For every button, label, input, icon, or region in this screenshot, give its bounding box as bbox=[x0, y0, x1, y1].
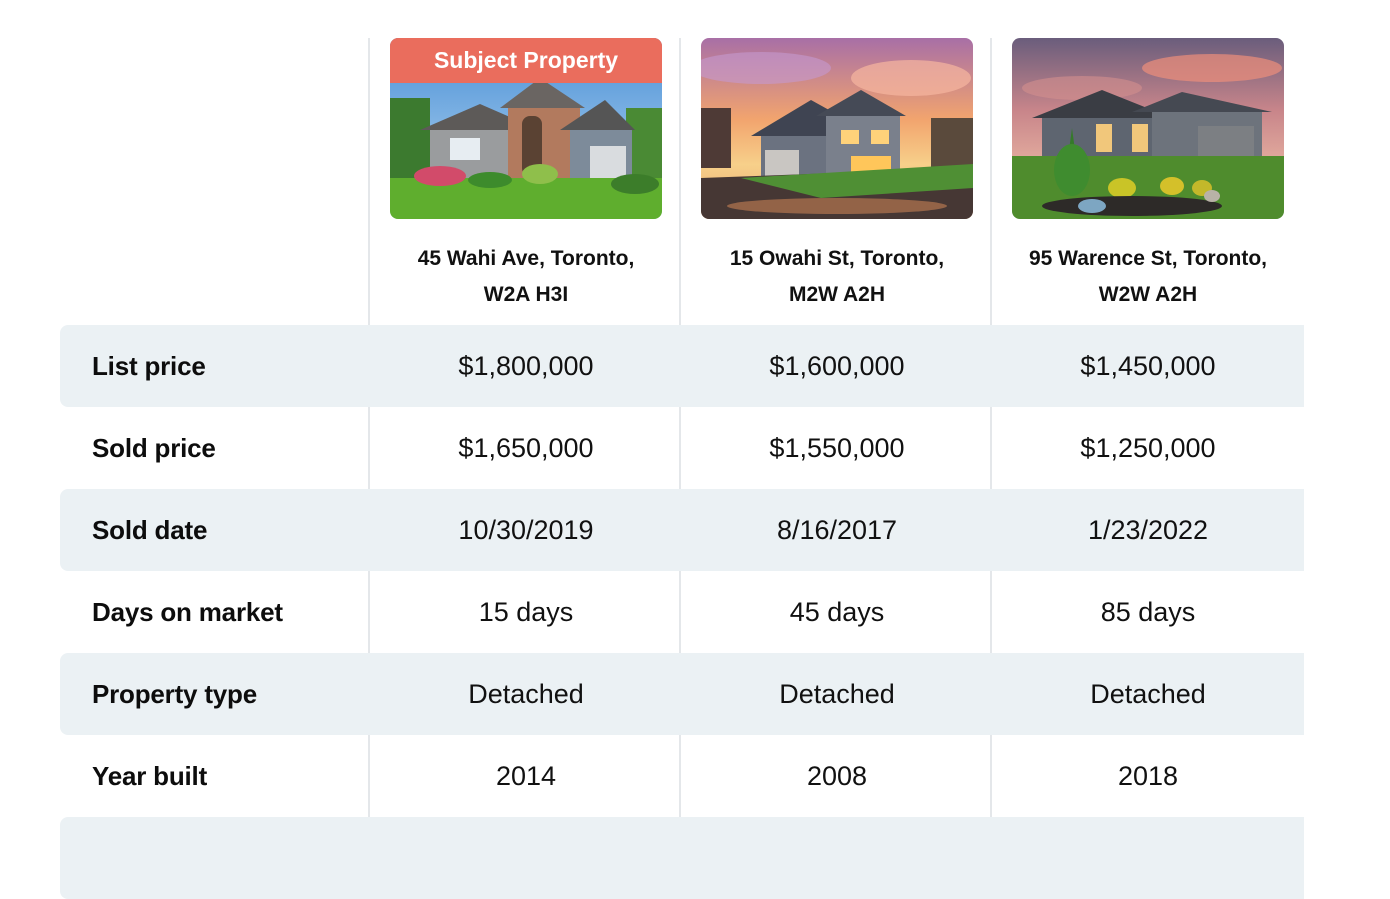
row-label: Sold price bbox=[92, 432, 216, 463]
table-row-partial bbox=[60, 817, 1304, 899]
table-cell: 15 days bbox=[478, 596, 574, 627]
column-divider bbox=[679, 38, 681, 838]
table-cell: 8/16/2017 bbox=[776, 514, 898, 545]
column-divider bbox=[368, 38, 370, 838]
row-label: Sold date bbox=[92, 514, 208, 545]
table-cell: $1,800,000 bbox=[458, 350, 594, 381]
table-cell: $1,250,000 bbox=[1080, 432, 1216, 463]
property-address: 95 Warence St, Toronto, W2W A2H bbox=[1012, 241, 1284, 313]
table-cell: $1,550,000 bbox=[769, 432, 905, 463]
property-address: 45 Wahi Ave, Toronto, W2A H3I bbox=[390, 241, 662, 313]
property-address: 15 Owahi St, Toronto, M2W A2H bbox=[701, 241, 973, 313]
table-cell: 2014 bbox=[495, 760, 557, 791]
subject-property-badge: Subject Property bbox=[390, 38, 662, 83]
column-divider bbox=[990, 38, 992, 838]
table-cell: 10/30/2019 bbox=[458, 514, 594, 545]
address-line-1: 95 Warence St, Toronto, bbox=[1028, 247, 1268, 270]
table-row-property-type: Property type Detached Detached Detached bbox=[60, 653, 1304, 735]
address-line-2: W2W A2H bbox=[1098, 283, 1198, 306]
table-row-days-on-market: Days on market 15 days 45 days 85 days bbox=[60, 571, 1304, 653]
table-cell: 85 days bbox=[1100, 596, 1196, 627]
house-photo-sunset[interactable] bbox=[701, 38, 973, 219]
table-cell: Detached bbox=[1090, 678, 1206, 709]
row-label: Days on market bbox=[92, 596, 283, 627]
table-cell: $1,650,000 bbox=[458, 432, 594, 463]
property-column-3: 95 Warence St, Toronto, W2W A2H bbox=[1012, 38, 1284, 313]
address-line-2: M2W A2H bbox=[788, 283, 886, 306]
table-row-sold-date: Sold date 10/30/2019 8/16/2017 1/23/2022 bbox=[60, 489, 1304, 571]
table-cell: Detached bbox=[779, 678, 895, 709]
table-cell: 1/23/2022 bbox=[1087, 514, 1209, 545]
house-photo-bungalow[interactable] bbox=[1012, 38, 1284, 219]
table-cell: $1,450,000 bbox=[1080, 350, 1216, 381]
table-cell: $1,600,000 bbox=[769, 350, 905, 381]
table-row-sold-price: Sold price $1,650,000 $1,550,000 $1,250,… bbox=[60, 407, 1304, 489]
row-label: Year built bbox=[92, 760, 208, 791]
table-cell: 2008 bbox=[806, 760, 868, 791]
table-cell: 45 days bbox=[789, 596, 885, 627]
address-line-1: 45 Wahi Ave, Toronto, bbox=[417, 247, 635, 270]
house-photo[interactable]: Subject Property bbox=[390, 38, 662, 219]
table-row-list-price: List price $1,800,000 $1,600,000 $1,450,… bbox=[60, 325, 1304, 407]
property-column-subject: Subject Property bbox=[390, 38, 662, 313]
property-column-2: 15 Owahi St, Toronto, M2W A2H bbox=[701, 38, 973, 313]
table-cell: Detached bbox=[468, 678, 584, 709]
address-line-2: W2A H3I bbox=[483, 283, 569, 306]
row-label: List price bbox=[92, 350, 206, 381]
address-line-1: 15 Owahi St, Toronto, bbox=[729, 247, 945, 270]
table-cell: 2018 bbox=[1117, 760, 1179, 791]
row-label: Property type bbox=[92, 678, 258, 709]
comparison-table: Subject Property bbox=[60, 38, 1304, 899]
table-row-year-built: Year built 2014 2008 2018 bbox=[60, 735, 1304, 817]
